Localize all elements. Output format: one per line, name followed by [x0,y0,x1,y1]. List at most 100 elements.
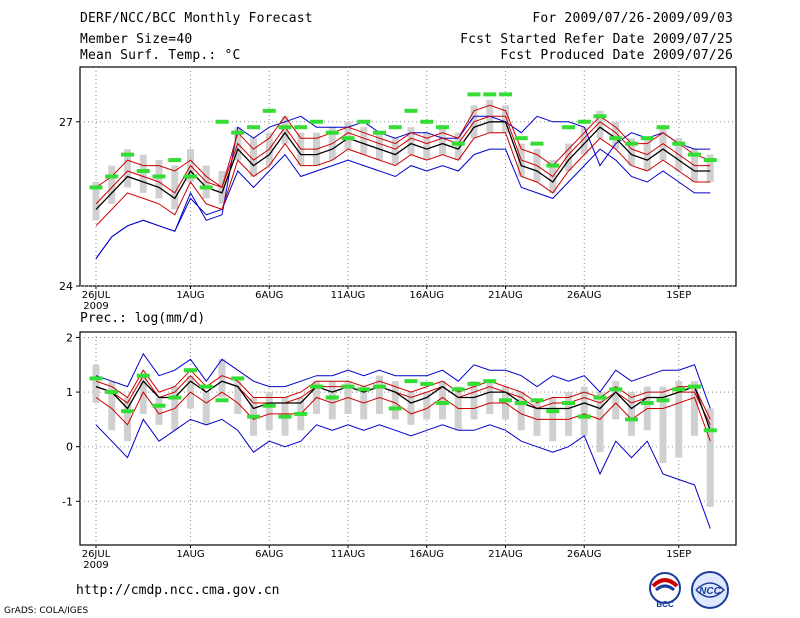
panel-1-spread-box [502,105,509,133]
panel-1-year-label: 2009 [83,301,108,312]
panel-1-obs-marker [341,136,355,141]
panel-2-obs-marker [168,395,182,400]
panel-2-spread-box [155,397,163,425]
panel-1-obs-marker [625,141,638,146]
panel-1-obs-marker [136,169,150,174]
panel-2-spread-box [628,392,635,436]
panel-2-y-tick-label: 2 [66,331,73,344]
panel-2-spread-box [234,381,242,414]
panel-2-obs-marker [609,387,623,392]
panel-2-max-line [95,352,711,409]
panel-2-obs-marker [184,368,197,373]
panel-2-spread-box [675,381,683,458]
panel-1-obs-marker [436,125,449,130]
panel-1-obs-marker [373,130,386,135]
panel-1-spread-box [124,149,131,188]
panel-2-obs-marker [341,384,355,389]
panel-1-spread-box [706,154,714,182]
panel-2-obs-marker [294,411,308,416]
bcc-logo: BCC [644,570,686,610]
panel-2-obs-marker [577,414,591,419]
panel-1-spread-box [171,165,179,210]
member-size-label: Member Size=40 [80,32,193,47]
panel-1-x-tick-label: 1AUG [176,290,204,301]
panel-1-obs-marker [294,125,308,130]
panel-2-spread-box [265,392,273,431]
panel-1-spread-box [344,121,352,150]
panel-2-spread-box [407,392,415,425]
panel-2-obs-marker [247,414,260,419]
chart-title: DERF/NCC/BCC Monthly Forecast [80,11,313,26]
panel-1-spread-box [407,127,415,155]
panel-2-x-tick-label: 6AUG [255,549,283,560]
panel-2-obs-marker [703,428,717,433]
panel-2-spread-box [691,381,698,436]
panel-2-obs-marker [199,384,213,389]
ncc-logo-text: NCC [699,586,721,597]
panel-2-mean-line [95,380,711,431]
panel-2-min-line [95,418,711,529]
panel-1-y-tick-label: 27 [59,116,73,129]
panel-2-obs-marker [514,401,528,405]
panel-2-spread-box [596,392,604,453]
panel-1-spread-box [360,127,368,155]
panel-2-x-tick-label: 11AUG [331,549,366,560]
panel-2-x-tick-label: 1SEP [666,549,691,560]
panel-2-spread-box [328,381,336,420]
variable-label: Mean Surf. Temp.: °C [80,48,241,63]
panel-2-x-tick-label: 1AUG [176,549,204,560]
panel-2-spread-box [706,408,714,507]
panel-2-spread-box [202,392,210,425]
panel-2-obs-marker [625,417,638,422]
panel-2-obs-marker [278,414,292,419]
panel-1-obs-marker [152,174,166,179]
panel-2-spread-box [108,381,116,431]
panel-2-spread-box [517,392,525,431]
panel-1-obs-marker [262,108,276,113]
panel-1-x-tick-label: 16AUG [409,290,444,301]
panel-2-spread-box [439,381,446,420]
panel-1-x-tick-label: 6AUG [255,290,283,301]
panel-1-obs-marker [199,185,213,190]
source-url-link[interactable]: http://cmdp.ncc.cma.gov.cn [76,583,280,598]
panel-2-obs-marker [672,387,686,392]
panel-2-spread-box [139,375,147,414]
panel-2-obs-marker [688,384,701,389]
panel-2-obs-marker [388,406,402,411]
panel-1-obs-marker [609,136,623,141]
panel-2-obs-marker [325,395,339,400]
panel-1-x-tick-label: 26AUG [567,290,602,301]
panel-2-obs-marker [546,409,560,414]
panel-2-obs-marker [593,395,607,400]
panel-1-obs-marker [577,119,591,124]
panel-2-obs-marker [640,401,654,405]
panel-1-x-tick-label: 1SEP [666,290,691,301]
panel-1-obs-marker [247,125,260,130]
panel-1-obs-marker [640,136,654,141]
produced-date-label: Fcst Produced Date 2009/07/26 [500,48,733,63]
forecast-period-label: For 2009/07/26-2009/09/03 [532,11,733,26]
panel-1-y-tick-label: 24 [59,280,73,293]
panel-2-obs-marker [562,401,575,405]
panel-2-obs-marker [373,384,386,389]
panel-1-obs-marker [703,158,717,163]
panel-1-obs-marker [357,119,371,124]
panel-2-x-tick-label: 16AUG [409,549,444,560]
panel-1-spread-box [139,154,147,193]
panel-1-frame [79,66,737,287]
panel-1-spread-box [612,121,620,150]
panel-1-obs-marker [656,125,670,130]
panel-1-obs-marker [514,136,528,141]
panel-2-p10-line [95,391,711,442]
panel-2-y-tick-label: 0 [66,441,73,454]
panel-1-x-tick-label: 11AUG [331,290,366,301]
panel-1-obs-marker [420,119,434,124]
panel-1-spread-box [92,181,100,221]
panel-1-obs-marker [483,92,497,97]
panel-1-spread-box [391,138,399,166]
panel-1-spread-box [596,110,604,139]
panel-1-obs-marker [562,125,575,130]
panel-1-min-line [95,148,711,259]
panel-1-spread-box [454,132,462,161]
